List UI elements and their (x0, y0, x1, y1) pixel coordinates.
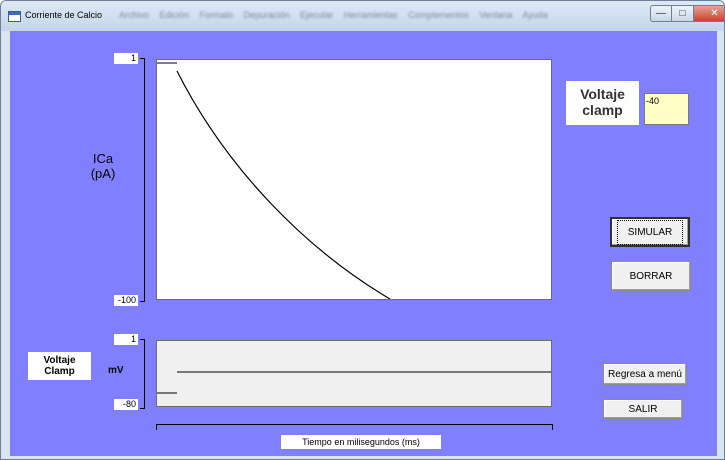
main-y-max-label: 1 (114, 53, 138, 64)
clamp-voltage-input[interactable]: -40 (644, 93, 689, 125)
clamp-plot (156, 340, 552, 407)
clamp-plot-label: Voltaje Clamp (28, 352, 91, 380)
simulate-button-label: SIMULAR (616, 219, 684, 245)
window-controls: — □ ✕ (650, 5, 724, 22)
menu-item: Herramientas (343, 10, 398, 20)
clear-button[interactable]: BORRAR (611, 261, 691, 291)
close-button[interactable]: ✕ (694, 5, 724, 22)
title-bar: Corriente de Calcio Archivo Edición Form… (1, 1, 724, 31)
menu-item: Formato (199, 10, 234, 20)
main-y-axis-label-line2: (pA) (90, 166, 116, 181)
menu-item: Complementos (408, 10, 469, 20)
current-trace (176, 70, 391, 299)
clamp-unit-label: mV (108, 365, 124, 376)
main-y-tick-top (140, 58, 145, 59)
clamp-voltage-label-line1: Voltaje (580, 86, 625, 102)
clamp-plot-label-line2: Clamp (44, 366, 75, 377)
menu-item: Ayuda (522, 10, 548, 20)
main-y-tick-bottom (140, 301, 145, 302)
current-plot-canvas (157, 62, 391, 299)
menu-item: Ventana (479, 10, 513, 20)
clamp-plot-label-line1: Voltaje (43, 355, 76, 366)
minimize-icon: — (656, 8, 666, 19)
clamp-plot-canvas (157, 371, 551, 394)
current-plot (156, 59, 552, 300)
main-y-axis-label: ICa (pA) (78, 151, 128, 181)
time-axis-label: Tiempo en milisegundos (ms) (281, 435, 441, 449)
main-y-min-label: -100 (114, 295, 138, 306)
menu-item: Edición (159, 10, 190, 20)
main-y-axis-label-line1: ICa (92, 151, 114, 166)
clamp-y-max-label: 1 (114, 334, 138, 345)
maximize-icon: □ (679, 8, 686, 19)
clamp-y-axis (144, 339, 145, 409)
menu-bar-ghost: Archivo Edición Formato Depuración Ejecu… (119, 10, 548, 20)
exit-button[interactable]: SALIR (603, 399, 683, 419)
app-icon (8, 11, 21, 22)
minimize-button[interactable]: — (650, 5, 672, 22)
menu-item: Archivo (119, 10, 150, 20)
clamp-voltage-label-line2: clamp (582, 102, 623, 118)
clamp-y-tick-top (140, 339, 145, 340)
menu-item: Ejecutar (300, 10, 334, 20)
form-client-area: 1 -100 ICa (pA) Voltaje clamp -40 SIMULA… (10, 31, 717, 456)
main-y-axis (144, 58, 145, 302)
menu-item: Depuración (243, 10, 290, 20)
clamp-y-tick-bottom (140, 408, 145, 409)
clamp-y-min-label: -80 (114, 399, 138, 410)
simulate-button[interactable]: SIMULAR (610, 217, 690, 247)
time-axis (156, 424, 553, 430)
close-icon: ✕ (710, 8, 719, 19)
maximize-button[interactable]: □ (672, 5, 694, 22)
clamp-voltage-label: Voltaje clamp (566, 81, 639, 125)
window-title: Corriente de Calcio (25, 10, 103, 20)
back-to-menu-button[interactable]: Regresa a menú (603, 363, 687, 385)
